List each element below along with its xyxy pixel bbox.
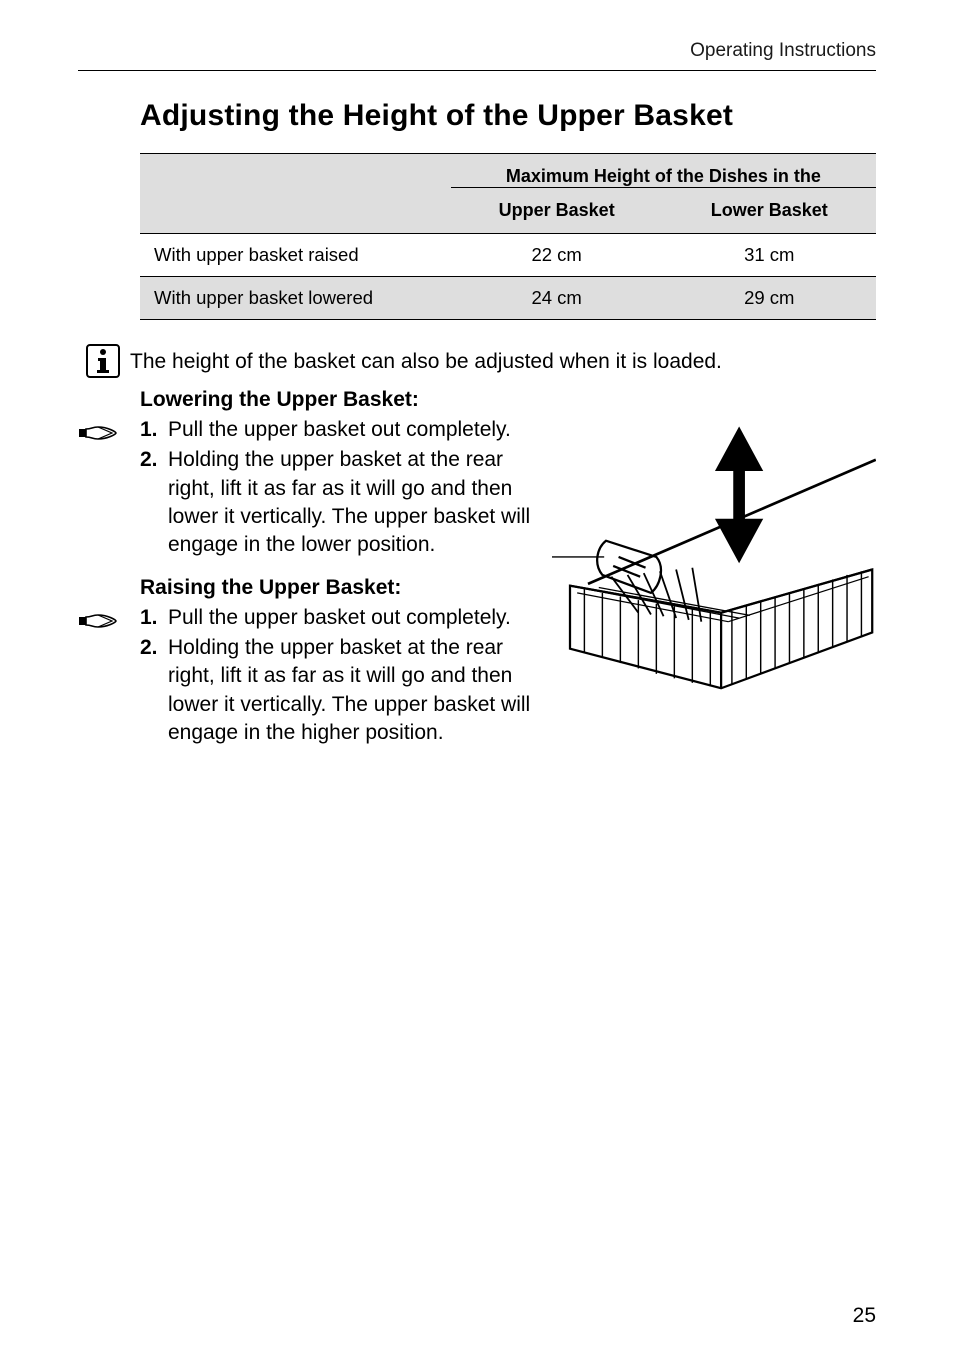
table-col-lower: Lower Basket — [663, 188, 876, 234]
section-title: Adjusting the Height of the Upper Basket — [140, 99, 876, 133]
table-cell: 29 cm — [663, 277, 876, 320]
page-number: 25 — [853, 1304, 876, 1328]
step-number: 2. — [140, 634, 168, 747]
table-cell: 24 cm — [451, 277, 663, 320]
table-row: With upper basket raised 22 cm 31 cm — [140, 234, 876, 277]
step-row: 1. Pull the upper basket out completely.… — [140, 604, 540, 750]
step-row: 1. Pull the upper basket out completely.… — [140, 416, 540, 562]
table-cell: 22 cm — [451, 234, 663, 277]
info-note-row: The height of the basket can also be adj… — [140, 344, 876, 378]
basket-svg — [552, 422, 876, 692]
info-note-text: The height of the basket can also be adj… — [130, 344, 722, 376]
list-item: 2. Holding the upper basket at the rear … — [140, 634, 540, 747]
table-row-label: With upper basket raised — [140, 234, 451, 277]
table-spanner-header: Maximum Height of the Dishes in the — [451, 154, 876, 188]
table-row: With upper basket lowered 24 cm 29 cm — [140, 277, 876, 320]
info-icon — [86, 344, 120, 378]
raising-steps: 1. Pull the upper basket out completely.… — [140, 604, 540, 750]
step-number: 2. — [140, 446, 168, 559]
list-item: 2. Holding the upper basket at the rear … — [140, 446, 540, 559]
manual-page: Operating Instructions Adjusting the Hei… — [0, 0, 954, 1352]
running-head: Operating Instructions — [78, 40, 876, 71]
table-cell: 31 cm — [663, 234, 876, 277]
lowering-steps: 1. Pull the upper basket out completely.… — [140, 416, 540, 562]
list-item: 1. Pull the upper basket out completely. — [140, 604, 540, 632]
step-text: Holding the upper basket at the rear rig… — [168, 446, 540, 559]
step-text: Holding the upper basket at the rear rig… — [168, 634, 540, 747]
table-blank-header — [140, 154, 451, 234]
lowering-heading: Lowering the Upper Basket: — [140, 388, 876, 412]
list-item: 1. Pull the upper basket out completely. — [140, 416, 540, 444]
step-text: Pull the upper basket out completely. — [168, 604, 540, 632]
basket-illustration — [552, 416, 876, 749]
table-row-label: With upper basket lowered — [140, 277, 451, 320]
content-column: Adjusting the Height of the Upper Basket… — [140, 99, 876, 749]
hand-pointer-icon — [78, 420, 118, 444]
step-text: Pull the upper basket out completely. — [168, 416, 540, 444]
basket-height-table: Maximum Height of the Dishes in the Uppe… — [140, 153, 876, 320]
raising-heading: Raising the Upper Basket: — [140, 576, 540, 600]
table-col-upper: Upper Basket — [451, 188, 663, 234]
hand-pointer-icon — [78, 608, 118, 632]
step-number: 1. — [140, 416, 168, 444]
lowering-block: 1. Pull the upper basket out completely.… — [140, 416, 876, 749]
step-number: 1. — [140, 604, 168, 632]
